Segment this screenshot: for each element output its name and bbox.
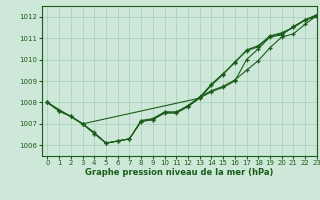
- X-axis label: Graphe pression niveau de la mer (hPa): Graphe pression niveau de la mer (hPa): [85, 168, 273, 177]
